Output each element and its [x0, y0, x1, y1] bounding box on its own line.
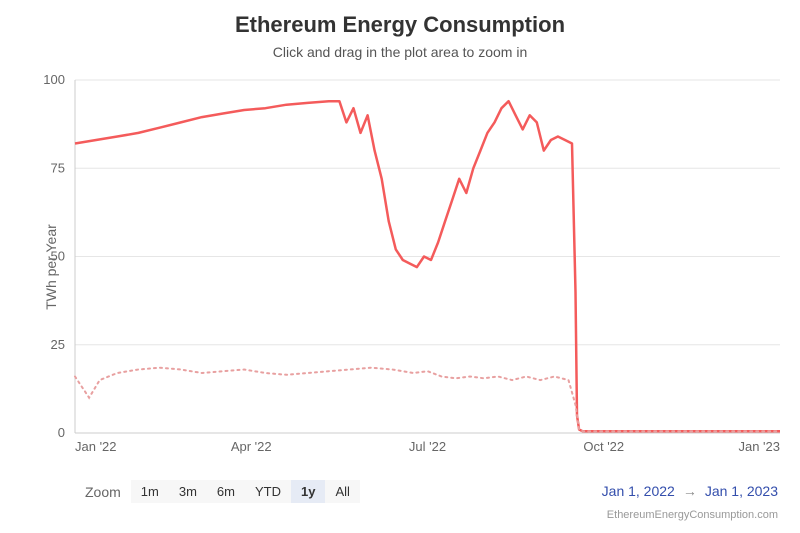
- x-tick-label: Jan '22: [75, 439, 117, 454]
- x-tick-label: Oct '22: [583, 439, 624, 454]
- zoom-1m-button[interactable]: 1m: [131, 480, 169, 503]
- zoom-1y-button[interactable]: 1y: [291, 480, 325, 503]
- plot-area[interactable]: 0255075100Jan '22Apr '22Jul '22Oct '22Ja…: [75, 80, 780, 433]
- range-to-date[interactable]: Jan 1, 2023: [705, 483, 778, 499]
- y-tick-label: 50: [51, 249, 65, 264]
- chart-subtitle: Click and drag in the plot area to zoom …: [0, 44, 800, 60]
- x-tick-label: Apr '22: [231, 439, 272, 454]
- y-tick-label: 100: [43, 72, 65, 87]
- chart-container: Ethereum Energy Consumption Click and dr…: [0, 0, 800, 533]
- series-energy-lower: [75, 368, 780, 432]
- arrow-right-icon: →: [683, 483, 697, 499]
- range-from-date[interactable]: Jan 1, 2022: [602, 483, 675, 499]
- y-tick-label: 75: [51, 160, 65, 175]
- x-tick-label: Jul '22: [409, 439, 446, 454]
- zoom-3m-button[interactable]: 3m: [169, 480, 207, 503]
- zoom-6m-button[interactable]: 6m: [207, 480, 245, 503]
- zoom-label: Zoom: [85, 484, 121, 500]
- series-energy-main: [75, 101, 780, 431]
- y-tick-label: 0: [58, 425, 65, 440]
- chart-title: Ethereum Energy Consumption: [0, 12, 800, 38]
- credits-link[interactable]: EthereumEnergyConsumption.com: [607, 509, 778, 521]
- x-tick-label: Jan '23: [738, 439, 780, 454]
- zoom-all-button[interactable]: All: [325, 480, 359, 503]
- y-tick-label: 25: [51, 337, 65, 352]
- range-selector: Zoom 1m3m6mYTD1yAll: [85, 480, 360, 503]
- zoom-ytd-button[interactable]: YTD: [245, 480, 291, 503]
- range-input-group: Jan 1, 2022 → Jan 1, 2023: [602, 483, 778, 499]
- chart-svg: 0 25 50 75 100 Jan '22 Apr '22 Jul '22 Oct '22 Ja…: [25, 75, 790, 458]
